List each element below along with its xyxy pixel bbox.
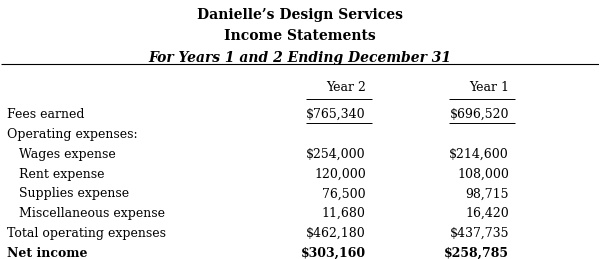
Text: 76,500: 76,500	[322, 187, 365, 200]
Text: $462,180: $462,180	[306, 227, 365, 240]
Text: For Years 1 and 2 Ending December 31: For Years 1 and 2 Ending December 31	[149, 51, 452, 65]
Text: 108,000: 108,000	[457, 168, 509, 181]
Text: Supplies expense: Supplies expense	[7, 187, 130, 200]
Text: Danielle’s Design Services: Danielle’s Design Services	[197, 8, 403, 22]
Text: Income Statements: Income Statements	[224, 30, 376, 44]
Text: $303,160: $303,160	[301, 247, 365, 259]
Text: Operating expenses:: Operating expenses:	[7, 128, 138, 141]
Text: Net income: Net income	[7, 247, 88, 259]
Text: $214,600: $214,600	[449, 148, 509, 161]
Text: $437,735: $437,735	[449, 227, 509, 240]
Text: 16,420: 16,420	[465, 207, 509, 220]
Text: Year 2: Year 2	[326, 81, 365, 94]
Text: $258,785: $258,785	[444, 247, 509, 259]
Text: Miscellaneous expense: Miscellaneous expense	[7, 207, 166, 220]
Text: 11,680: 11,680	[322, 207, 365, 220]
Text: Year 1: Year 1	[469, 81, 509, 94]
Text: $254,000: $254,000	[306, 148, 365, 161]
Text: $696,520: $696,520	[449, 108, 509, 121]
Text: Wages expense: Wages expense	[7, 148, 116, 161]
Text: Fees earned: Fees earned	[7, 108, 85, 121]
Text: Rent expense: Rent expense	[7, 168, 105, 181]
Text: $765,340: $765,340	[306, 108, 365, 121]
Text: Total operating expenses: Total operating expenses	[7, 227, 166, 240]
Text: 120,000: 120,000	[314, 168, 365, 181]
Text: 98,715: 98,715	[466, 187, 509, 200]
